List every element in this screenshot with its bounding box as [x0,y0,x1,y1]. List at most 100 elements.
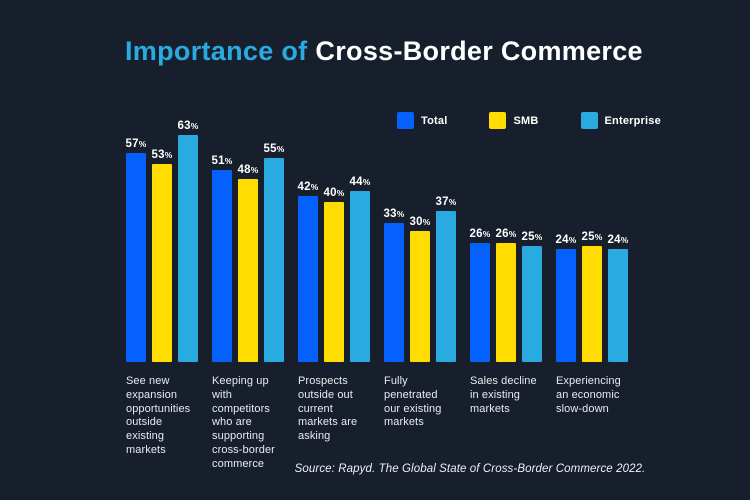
bar-value-label: 40% [324,187,345,199]
bar-value-number: 53 [151,149,165,161]
bar-value-suffix: % [224,156,233,166]
bar-total-group2: 51% [212,155,232,362]
page-title: Importance of Cross-Border Commerce [125,36,643,67]
bar-value-label: 30% [410,216,431,228]
bar-enterprise-group6: 24% [608,234,628,362]
bar-value-label: 44% [350,176,371,188]
bar-enterprise-group1: 63% [178,120,198,362]
bar-value-number: 42 [297,181,311,193]
bar-value-label: 53% [152,149,173,161]
bar-value-suffix: % [276,144,285,154]
bar-enterprise-group5: 25% [522,231,542,362]
bar-value-suffix: % [508,229,517,239]
bar-group-bars: 57% 53% 63% [126,120,212,362]
bar-value-suffix: % [310,182,319,192]
page-title-rest: Cross-Border Commerce [315,36,643,66]
bar-enterprise-group4: 37% [436,196,456,362]
category-label: Experiencing an economic slow-down [556,375,621,415]
bar-total-group6: 24% [556,234,576,362]
bar-group-bars: 26% 26% 25% [470,120,556,362]
bar-value-suffix: % [482,229,491,239]
bar-value-label: 57% [126,138,147,150]
bar-value-number: 63 [177,120,191,132]
bar-value-suffix: % [534,232,543,242]
bar-value-suffix: % [336,188,345,198]
bar-value-label: 25% [522,231,543,243]
legend-label: Total [421,114,448,127]
legend-swatch-enterprise [580,112,598,129]
bar-value-label: 33% [384,208,405,220]
bar-value-number: 24 [555,234,569,246]
bar-value-label: 25% [582,231,603,243]
category-label: See new expansion opportunities outside … [126,375,191,456]
bar-smb-group3: 40% [324,187,344,362]
bar-value-suffix: % [620,235,629,245]
bar-value-label: 55% [264,143,285,155]
bar-value-number: 40 [323,187,337,199]
bar-value-number: 25 [521,231,535,243]
bar-value-label: 26% [496,228,517,240]
bar-group-bars: 42% 40% 44% [298,120,384,362]
bar-value-number: 30 [409,216,423,228]
legend-item-enterprise: Enterprise [580,112,661,129]
bar-value-label: 24% [556,234,577,246]
bar-value-suffix: % [448,197,457,207]
bar-group-5: 26% 26% 25% Sales decline in existing marke… [470,120,556,480]
bar-value-suffix: % [250,165,259,175]
bar-total-group5: 26% [470,228,490,362]
bar-value-number: 33 [383,208,397,220]
bar-value-suffix: % [568,235,577,245]
bar-value-number: 51 [211,155,225,167]
legend-swatch-smb [489,112,507,129]
bar-value-label: 24% [608,234,629,246]
legend-item-smb: SMB [489,112,538,129]
bar-value-number: 26 [495,228,509,240]
bar-value-number: 26 [469,228,483,240]
bar-smb-group1: 53% [152,149,172,362]
bar-value-number: 55 [263,143,277,155]
bar-total-group3: 42% [298,181,318,362]
bar-value-suffix: % [422,217,431,227]
bar-smb-group6: 25% [582,231,602,362]
legend-item-total: Total [397,112,447,129]
bar-enterprise-group3: 44% [350,176,370,362]
bar-value-suffix: % [396,209,405,219]
category-label: Prospects outside out current markets ar… [298,375,358,442]
bar-value-number: 48 [237,164,251,176]
bar-group-6: 24% 25% 24% Experiencing an economic slow-d… [556,120,642,480]
bar-value-number: 24 [607,234,621,246]
bar-smb-group2: 48% [238,164,258,362]
bar-value-suffix: % [138,139,147,149]
bar-value-number: 44 [349,176,363,188]
bar-value-suffix: % [594,232,603,242]
bar-value-suffix: % [362,177,371,187]
bar-value-suffix: % [190,121,199,131]
bar-value-number: 25 [581,231,595,243]
chart-legend: Total SMB Enterprise [397,112,661,129]
bar-smb-group5: 26% [496,228,516,362]
legend-label: SMB [513,114,539,127]
category-label: Sales decline in existing markets [470,375,537,415]
bar-smb-group4: 30% [410,216,430,362]
bar-group-bars: 51% 48% 55% [212,120,298,362]
bar-value-label: 48% [238,164,259,176]
page-title-highlight: Importance of [125,36,308,66]
bar-group-3: 42% 40% 44% Prospects outside out current m… [298,120,384,480]
bar-value-suffix: % [164,150,173,160]
legend-swatch-total [397,112,414,129]
bar-total-group1: 57% [126,138,146,362]
bar-value-number: 37 [435,196,449,208]
bar-value-label: 26% [470,228,491,240]
bar-group-1: 57% 53% 63% See new expansion opportunities… [126,120,212,480]
bar-group-2: 51% 48% 55% Keeping up with competitors who… [212,120,298,480]
bar-group-bars: 33% 30% 37% [384,120,470,362]
category-label: Fully penetrated our existing markets [384,375,442,429]
bar-value-number: 57 [125,138,139,150]
bar-value-label: 51% [212,155,233,167]
category-label: Keeping up with competitors who are supp… [212,375,275,470]
legend-label: Enterprise [604,114,661,127]
bar-value-label: 42% [298,181,319,193]
bar-value-label: 37% [436,196,457,208]
